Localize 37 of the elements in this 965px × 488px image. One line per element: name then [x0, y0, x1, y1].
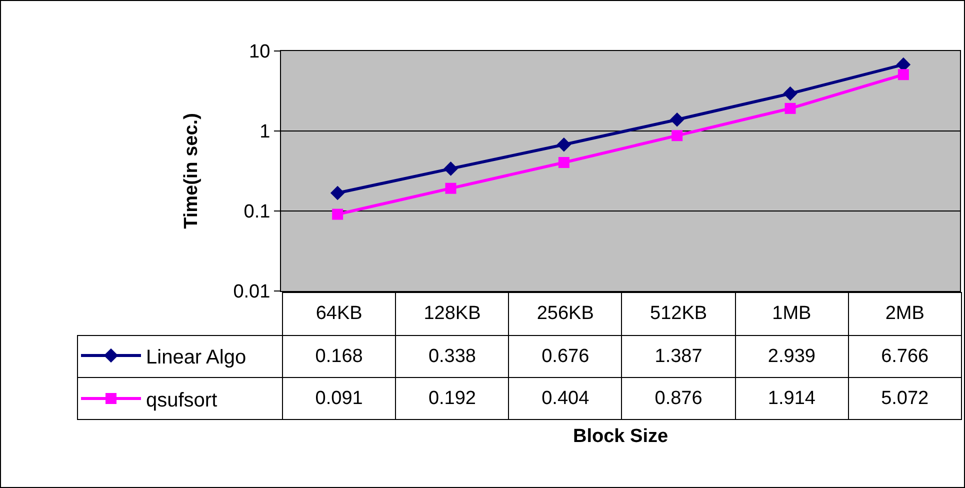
data-label: 0.404: [508, 378, 622, 420]
point: [445, 182, 456, 194]
data-label: 5.072: [848, 378, 962, 420]
text: Block Size: [573, 426, 668, 447]
y-tick-label: 0.01: [233, 282, 270, 303]
legend-label: Linear Algo: [146, 346, 246, 368]
point: [784, 102, 796, 114]
x-tick-label: 2MB: [848, 292, 962, 336]
data-label: 1.387: [622, 336, 736, 378]
point: [672, 130, 683, 142]
data-label: 0.876: [622, 378, 736, 420]
point: [332, 208, 344, 220]
x-tick-label: 1MB: [735, 292, 848, 336]
x-tick-label: 512KB: [622, 292, 736, 336]
x-tick-label: 256KB: [508, 292, 622, 336]
y-tick-label: 0.1: [244, 202, 270, 223]
point: [898, 69, 909, 80]
x-tick-label: 128KB: [396, 292, 509, 336]
legend-label: qsufsort: [146, 389, 218, 412]
data-label: 0.676: [508, 336, 622, 378]
y-tick-label: 10: [249, 42, 270, 63]
point: [330, 186, 345, 200]
data-label: 0.091: [282, 378, 396, 420]
data-label: 0.338: [396, 336, 509, 378]
y-axis-title: Time(in sec.): [181, 113, 202, 229]
point: [444, 162, 458, 176]
point: [670, 112, 684, 127]
point: [558, 156, 570, 168]
point: [556, 137, 572, 152]
data-label: 0.168: [282, 336, 396, 378]
point: [783, 86, 798, 101]
y-tick-label: 1: [260, 122, 270, 143]
data-label: 0.192: [396, 378, 509, 420]
data-label: 2.939: [735, 336, 848, 378]
data-label: 1.914: [735, 378, 848, 420]
x-tick-label: 64KB: [282, 292, 396, 336]
data-label: 6.766: [848, 336, 962, 378]
